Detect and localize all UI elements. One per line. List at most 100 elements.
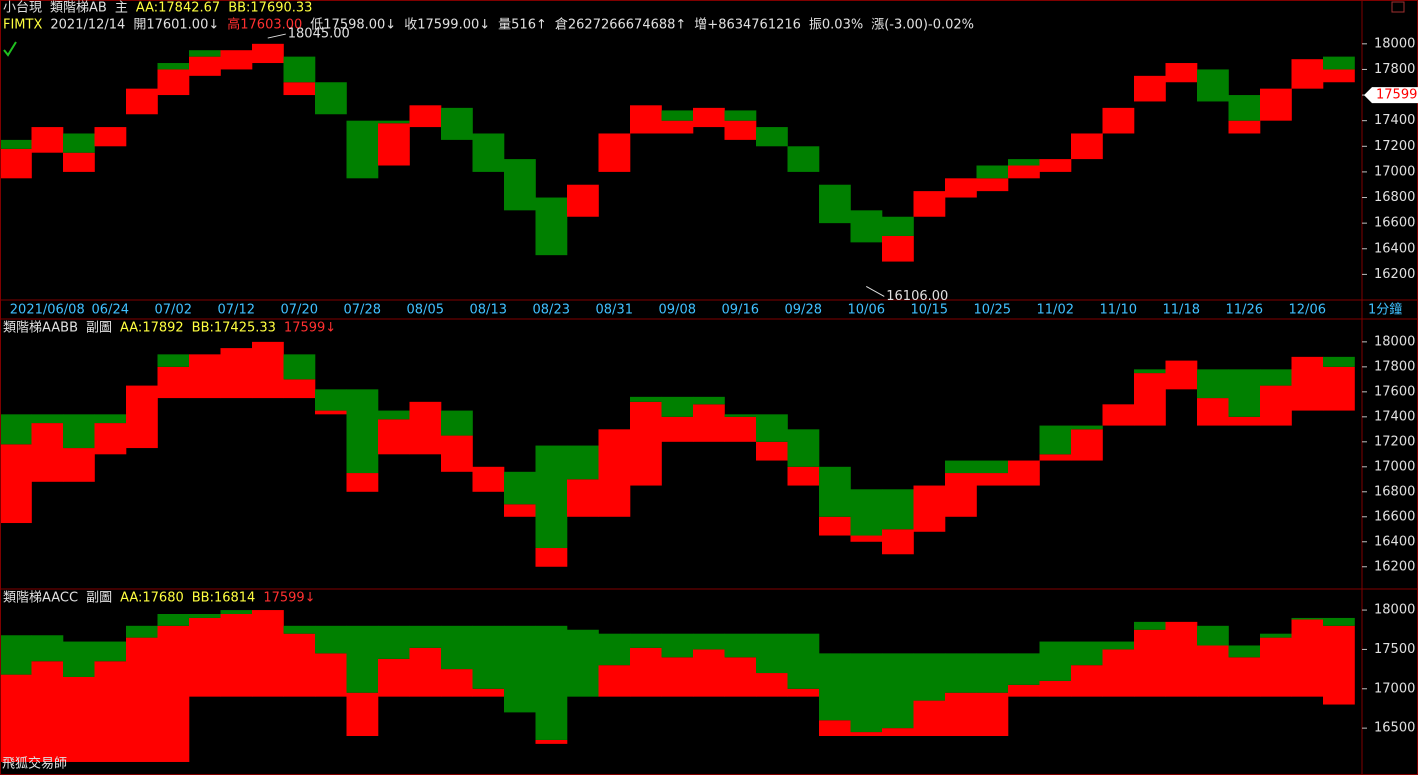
y-tick-label: 16800: [1374, 484, 1415, 499]
up-band: [1260, 637, 1292, 697]
down-band: [850, 653, 883, 733]
header-item: 高17603.00: [227, 17, 302, 33]
down-band: [661, 396, 694, 417]
up-band: [976, 692, 1009, 737]
up-band: [1102, 649, 1135, 697]
annotation-leader: [866, 285, 885, 297]
up-band: [189, 354, 221, 399]
down-band: [504, 471, 536, 505]
up-band: [189, 56, 221, 76]
x-tick-label: 11/18: [1163, 303, 1200, 318]
up-band: [346, 473, 379, 492]
y-tick-label: 16200: [1374, 559, 1415, 574]
window-button[interactable]: [1391, 1, 1405, 13]
up-band: [63, 448, 95, 482]
down-band: [630, 396, 662, 402]
down-band: [756, 127, 788, 147]
up-band: [1291, 619, 1324, 697]
up-band: [94, 423, 127, 455]
down-band: [1260, 369, 1292, 386]
header-item: AA:17892: [120, 321, 184, 336]
down-band: [945, 460, 977, 474]
y-tick-label: 17200: [1374, 139, 1415, 154]
up-band: [913, 485, 946, 532]
down-band: [756, 633, 788, 674]
down-band: [283, 354, 316, 380]
y-tick-label: 16800: [1374, 190, 1415, 205]
header-item: 副圖: [86, 321, 112, 336]
up-band: [1165, 63, 1198, 83]
up-band: [945, 178, 977, 198]
up-band: [850, 535, 883, 542]
up-band: [252, 43, 284, 64]
up-band: [409, 105, 442, 128]
y-tick-label: 18000: [1374, 603, 1415, 618]
down-band: [787, 633, 820, 689]
down-band: [1197, 369, 1229, 399]
up-band: [1134, 75, 1166, 102]
y-tick-label: 16400: [1374, 534, 1415, 549]
footer: 飛狐交易師: [2, 756, 67, 772]
down-band: [567, 445, 599, 480]
y-tick-label: 17600: [1374, 384, 1415, 399]
down-band: [1134, 369, 1166, 374]
up-band: [283, 633, 316, 697]
up-band: [0, 148, 32, 179]
up-band: [94, 127, 127, 147]
down-band: [913, 653, 946, 701]
header-item: BB:16814: [192, 591, 256, 606]
up-band: [252, 341, 284, 399]
down-band: [472, 133, 505, 172]
up-band: [1008, 460, 1040, 486]
y-tick-label: 17000: [1374, 459, 1415, 474]
up-band: [598, 429, 631, 517]
down-band: [1197, 69, 1229, 102]
y-tick-label: 17200: [1374, 434, 1415, 449]
up-band: [693, 649, 725, 697]
up-band: [724, 657, 757, 697]
y-tick-label: 17400: [1374, 409, 1415, 424]
up-band: [724, 120, 757, 140]
header-item: 漲(-3.00)-0.02%: [871, 18, 974, 33]
x-tick-label: 2021/06/08: [10, 303, 85, 318]
up-band: [1102, 404, 1135, 426]
up-band: [126, 637, 158, 762]
down-band: [31, 635, 64, 662]
up-band: [157, 69, 190, 96]
up-band: [315, 653, 347, 697]
x-tick-label: 11/02: [1037, 303, 1074, 318]
down-band: [220, 610, 253, 615]
y-tick-label: 18000: [1374, 36, 1415, 51]
up-band: [220, 348, 253, 399]
down-band: [126, 625, 158, 638]
y-tick-label: 17800: [1374, 62, 1415, 77]
up-band: [1134, 373, 1166, 426]
down-band: [378, 410, 410, 420]
up-band: [630, 105, 662, 134]
down-band: [441, 625, 473, 670]
up-band: [976, 178, 1009, 192]
up-band: [283, 82, 316, 96]
up-band: [472, 466, 505, 492]
up-band: [945, 473, 977, 517]
header-item: 開17601.00↓: [133, 18, 219, 33]
down-band: [472, 625, 505, 689]
up-band: [661, 657, 694, 697]
up-band: [1323, 69, 1355, 83]
up-band: [693, 404, 725, 442]
up-band: [882, 728, 914, 737]
header-item: BB:17425.33: [192, 321, 276, 336]
up-band: [1008, 165, 1040, 179]
down-band: [882, 653, 914, 729]
header-item: 小台現: [3, 1, 42, 16]
up-band: [283, 379, 316, 399]
up-band: [1260, 88, 1292, 121]
down-band: [0, 414, 32, 445]
up-band: [1039, 159, 1072, 172]
y-tick-label: 17500: [1374, 642, 1415, 657]
x-tick-label: 09/28: [785, 303, 822, 318]
down-band: [0, 139, 32, 149]
header-item: 2021/12/14: [50, 18, 125, 33]
down-band: [787, 146, 820, 172]
